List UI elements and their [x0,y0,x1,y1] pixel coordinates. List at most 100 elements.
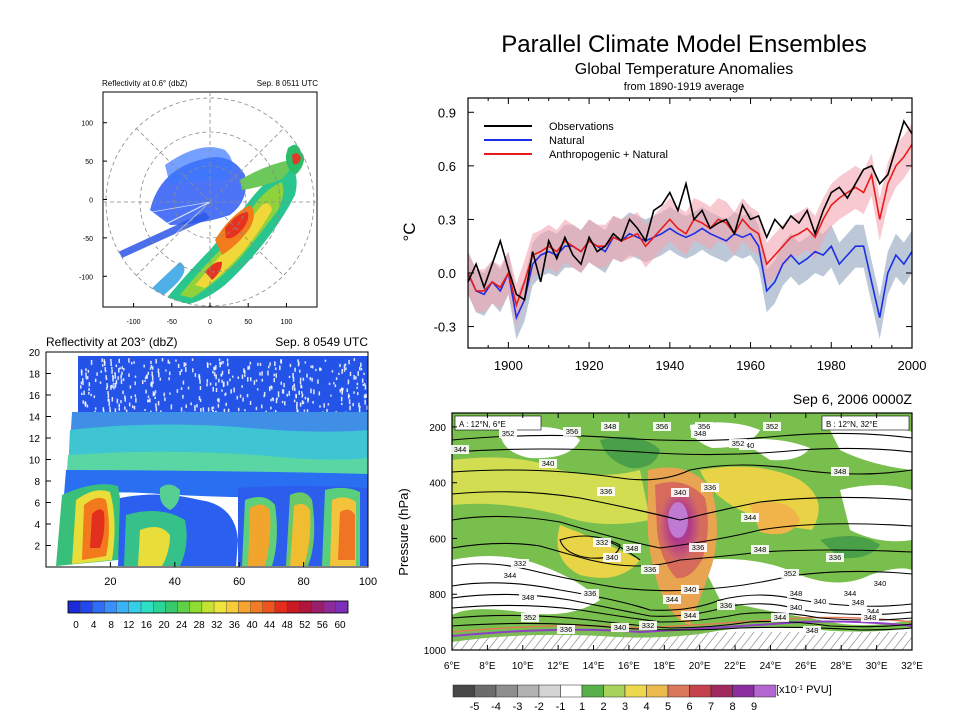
rhi-speckle [153,392,156,396]
rhi-speckle [183,362,186,367]
rhi-speckle [275,373,277,378]
rhi-speckle [274,367,277,371]
dbz-colorbar-swatch [213,600,227,614]
pv-terrain-hatch [694,631,710,650]
rhi-speckle [361,378,364,383]
dbz-colorbar-label: 52 [299,620,311,631]
pv-colorbar-label: 2 [600,701,606,713]
pv-contour-label-bg [803,626,821,635]
pv-contour-label-bg [787,603,805,612]
rhi-speckle [221,370,224,375]
rhi-speckle [223,408,226,413]
pv-point-a-box [454,415,542,431]
pv-contour-label-bg [681,585,699,594]
pv-point-b-label: B : 12°N, 32°E [826,420,878,429]
pv-contour-label-bg [689,543,707,552]
rhi-speckle [110,358,112,362]
rhi-speckle [230,389,232,394]
rhi-speckle [292,385,294,391]
rhi-speckle [144,379,146,382]
pv-contour-label: 336 [644,565,657,574]
rhi-speckle [318,391,321,396]
rhi-speckle [364,399,366,405]
rhi-speckle [151,366,154,370]
rhi-speckle [284,401,286,406]
dbz-colorbar-swatch [177,600,190,614]
pv-x-tick-label: 18°E [653,661,675,672]
pv-terrain-hatch [739,631,755,650]
rhi-speckle [236,522,239,526]
rhi-speckle [134,381,136,386]
rhi-speckle [286,393,288,397]
rhi-speckle [249,400,252,406]
rhi-speckle [283,383,285,388]
rhi-y-tick-label: 18 [29,370,41,381]
climate-series-line [468,227,912,321]
rhi-speckle [165,369,167,372]
rhi-speckle [246,377,249,382]
rhi-speckle [150,364,153,368]
rhi-speckle [168,371,171,376]
rhi-speckle [317,379,319,384]
pv-x-tick-label: 10°E [512,661,534,672]
rhi-speckle [115,379,118,385]
rhi-speckle [274,361,276,367]
rhi-speckle [340,396,343,402]
rhi-speckle [129,385,132,389]
pv-contour-label: 352 [524,613,537,622]
pv-terrain-hatch [586,631,602,650]
rhi-speckle [163,392,165,397]
rhi-speckle [114,408,117,413]
rhi-speckle [273,373,275,377]
climate-series-line [468,143,912,308]
rhi-title-left: Reflectivity at 203° (dbZ) [46,335,178,349]
pv-x-tick-label: 26°E [795,661,817,672]
rhi-speckle [200,408,202,412]
rhi-speckle [199,385,202,390]
rhi-y-tick-label: 12 [29,434,41,445]
pv-terrain-hatch [721,631,737,650]
rhi-speckle [107,393,110,399]
pv-contour-label-bg [557,625,575,634]
rhi-speckle [312,400,314,404]
pv-colorbar-swatch [753,684,776,698]
pv-y-tick-label: 400 [429,479,446,490]
rhi-speckle [212,386,215,392]
rhi-speckle [259,372,261,376]
rhi-speckle [106,383,108,387]
climate-y-tick-label: 0.0 [438,266,456,281]
rhi-speckle [222,360,224,364]
rhi-speckle [109,409,111,415]
pv-colorbar-swatch [667,684,690,698]
pv-colorbar-label: -1 [556,701,566,713]
pv-contour-label: 348 [754,545,767,554]
rhi-speckle [219,498,222,501]
rhi-x-tick-label: 80 [297,576,309,588]
rhi-speckle [274,410,277,413]
rhi-speckle [107,391,109,394]
pv-contour-label: 340 [814,597,827,606]
pv-colorbar-swatch [710,684,733,698]
dbz-colorbar-label: 12 [123,620,135,631]
rhi-speckle [194,406,196,412]
rhi-speckle [155,403,157,408]
climate-subtitle2: from 1890-1919 average [624,81,744,93]
rhi-speckle [198,396,201,401]
rhi-y-tick-label: 10 [29,456,41,467]
rhi-y-tick-label: 20 [29,348,41,359]
pv-contour-label-bg [663,595,681,604]
rhi-speckle [124,397,126,402]
rhi-speckle [302,401,305,404]
pv-unit-part2: PVU] [803,684,832,696]
rhi-speckle [244,409,246,412]
rhi-speckle [295,394,297,399]
pv-contour-label-bg [864,607,882,616]
pv-colorbar-swatch [560,684,583,698]
rhi-speckle [226,362,229,367]
pv-contour-label: 344 [744,513,757,522]
pv-colorbar-swatch [603,684,626,698]
pv-contour-label-bg [763,422,781,431]
rhi-speckle [263,391,266,396]
pv-terrain-hatch [874,631,890,650]
rhi-speckle [130,361,133,365]
